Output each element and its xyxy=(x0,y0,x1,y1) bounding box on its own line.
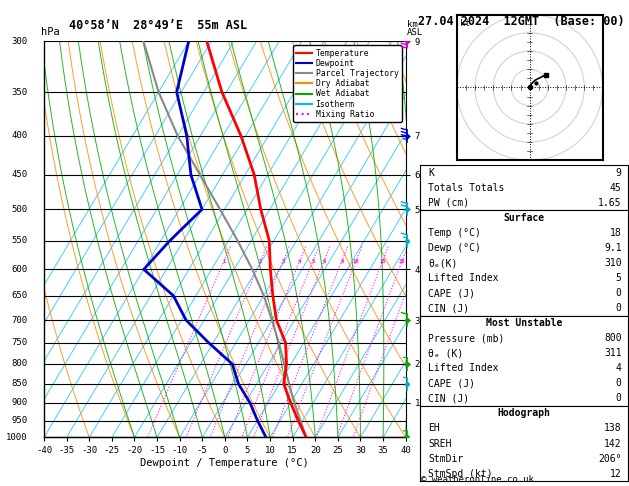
Text: 27.04.2024  12GMT  (Base: 00): 27.04.2024 12GMT (Base: 00) xyxy=(418,15,625,28)
Text: 9.1: 9.1 xyxy=(604,243,621,253)
Text: 4: 4 xyxy=(616,364,621,373)
Text: 310: 310 xyxy=(604,258,621,268)
Text: 40°58’N  28°49’E  55m ASL: 40°58’N 28°49’E 55m ASL xyxy=(69,18,247,32)
Text: 650: 650 xyxy=(11,291,28,300)
Text: 3: 3 xyxy=(282,259,285,263)
Text: 45: 45 xyxy=(610,183,621,193)
Text: 700: 700 xyxy=(11,315,28,325)
Text: 15: 15 xyxy=(379,259,386,263)
Text: 12: 12 xyxy=(610,469,621,479)
Text: θₑ (K): θₑ (K) xyxy=(428,348,464,358)
Text: 300: 300 xyxy=(11,37,28,46)
Text: 0: 0 xyxy=(616,303,621,313)
Text: PW (cm): PW (cm) xyxy=(428,198,470,208)
Text: 6: 6 xyxy=(323,259,326,263)
Text: 1: 1 xyxy=(223,259,226,263)
Text: 5: 5 xyxy=(311,259,314,263)
Text: Dewp (°C): Dewp (°C) xyxy=(428,243,481,253)
Text: 8: 8 xyxy=(340,259,343,263)
Text: 800: 800 xyxy=(604,333,621,343)
Text: 500: 500 xyxy=(11,205,28,214)
Text: © weatheronline.co.uk: © weatheronline.co.uk xyxy=(421,474,534,484)
Text: 4: 4 xyxy=(298,259,301,263)
Text: 850: 850 xyxy=(11,380,28,388)
Text: EH: EH xyxy=(428,423,440,434)
Text: 20: 20 xyxy=(399,259,405,263)
Text: 0: 0 xyxy=(616,379,621,388)
Text: 9: 9 xyxy=(616,168,621,178)
Text: 1000: 1000 xyxy=(6,433,28,442)
Text: 450: 450 xyxy=(11,170,28,179)
Text: Surface: Surface xyxy=(503,213,545,223)
Text: StmDir: StmDir xyxy=(428,453,464,464)
Text: CIN (J): CIN (J) xyxy=(428,393,470,403)
Text: 2: 2 xyxy=(259,259,262,263)
Text: Most Unstable: Most Unstable xyxy=(486,318,562,328)
Text: θₑ(K): θₑ(K) xyxy=(428,258,458,268)
Text: 311: 311 xyxy=(604,348,621,358)
Text: kt: kt xyxy=(460,19,470,28)
Text: 600: 600 xyxy=(11,265,28,274)
Text: CAPE (J): CAPE (J) xyxy=(428,379,476,388)
Text: 206°: 206° xyxy=(598,453,621,464)
Text: CAPE (J): CAPE (J) xyxy=(428,288,476,298)
Text: CIN (J): CIN (J) xyxy=(428,303,470,313)
Text: Lifted Index: Lifted Index xyxy=(428,364,499,373)
Text: Hodograph: Hodograph xyxy=(498,408,550,418)
Text: 5: 5 xyxy=(616,273,621,283)
Text: 800: 800 xyxy=(11,360,28,368)
Text: 750: 750 xyxy=(11,338,28,347)
Text: hPa: hPa xyxy=(41,27,60,37)
Text: 350: 350 xyxy=(11,87,28,97)
Text: 10: 10 xyxy=(353,259,359,263)
Text: Mixing Ratio (g/kg): Mixing Ratio (g/kg) xyxy=(481,188,490,291)
Legend: Temperature, Dewpoint, Parcel Trajectory, Dry Adiabat, Wet Adiabat, Isotherm, Mi: Temperature, Dewpoint, Parcel Trajectory… xyxy=(293,45,402,122)
Text: Temp (°C): Temp (°C) xyxy=(428,228,481,238)
Text: 138: 138 xyxy=(604,423,621,434)
X-axis label: Dewpoint / Temperature (°C): Dewpoint / Temperature (°C) xyxy=(140,458,309,468)
Text: 950: 950 xyxy=(11,416,28,425)
Text: 0: 0 xyxy=(616,393,621,403)
Text: LCL: LCL xyxy=(435,398,451,407)
Text: 142: 142 xyxy=(604,438,621,449)
Text: km
ASL: km ASL xyxy=(407,20,423,37)
Text: StmSpd (kt): StmSpd (kt) xyxy=(428,469,493,479)
Text: 550: 550 xyxy=(11,236,28,245)
Text: 18: 18 xyxy=(610,228,621,238)
Text: 0: 0 xyxy=(616,288,621,298)
Text: K: K xyxy=(428,168,435,178)
Text: Totals Totals: Totals Totals xyxy=(428,183,505,193)
Text: 900: 900 xyxy=(11,398,28,407)
Text: 1.65: 1.65 xyxy=(598,198,621,208)
Text: Lifted Index: Lifted Index xyxy=(428,273,499,283)
Text: 400: 400 xyxy=(11,131,28,140)
Text: SREH: SREH xyxy=(428,438,452,449)
Text: Pressure (mb): Pressure (mb) xyxy=(428,333,505,343)
